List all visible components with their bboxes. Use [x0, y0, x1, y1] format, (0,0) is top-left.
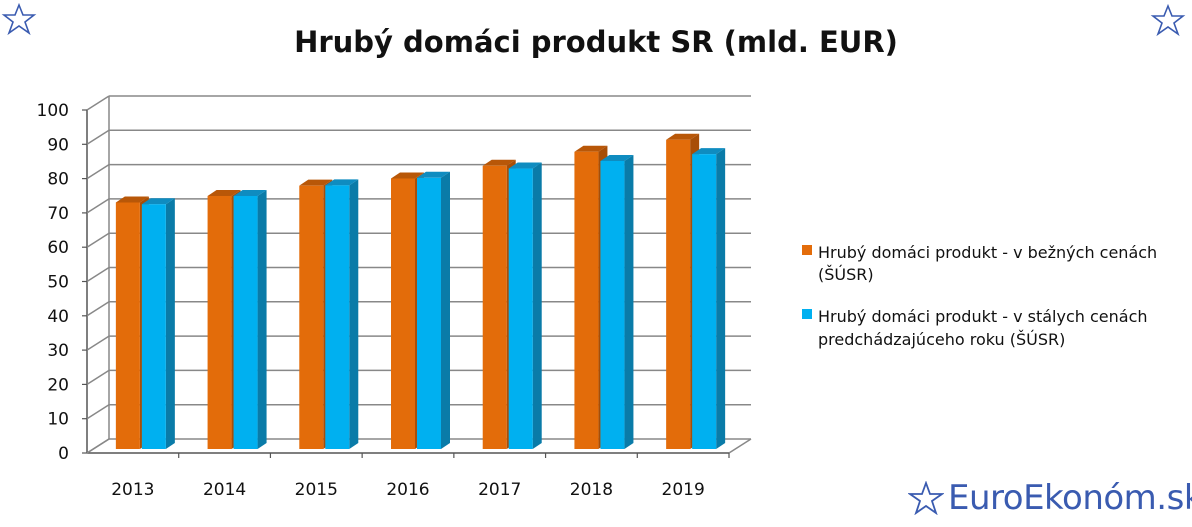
- gridline-diagonal: [86, 266, 110, 283]
- bar-top: [574, 145, 608, 152]
- gridline-diagonal: [86, 129, 110, 145]
- corner-star-right-icon: [1150, 3, 1186, 37]
- legend-label-constant-prices-line1: Hrubý domáci produkt - v stálych cenách: [818, 307, 1148, 326]
- gridline-diagonal: [86, 301, 110, 317]
- y-axis-ticks: 0 10 20 30 40 50 60 70 80 90 100: [37, 101, 69, 464]
- y-tick-label: 70: [47, 204, 69, 224]
- gridline-diagonal: [86, 438, 110, 454]
- brand-star-icon: [908, 481, 944, 515]
- bar-side: [716, 148, 726, 450]
- bar-2019-series-2: [692, 148, 726, 450]
- x-tick-label: 2015: [295, 480, 338, 500]
- bar-side: [165, 198, 175, 449]
- bar-front: [299, 185, 324, 449]
- legend-swatch-constant-prices: [802, 309, 812, 319]
- bar-top: [666, 133, 700, 140]
- bar-side: [349, 179, 359, 449]
- bar-top: [207, 189, 241, 196]
- chart-title: Hrubý domáci produkt SR (mld. EUR): [294, 25, 898, 59]
- bar-front: [508, 168, 533, 450]
- x-tick-label: 2016: [386, 480, 429, 500]
- corner-star-left-icon: [1, 2, 37, 36]
- bar-top: [508, 162, 542, 169]
- bar-front: [141, 204, 166, 449]
- x-tick-label: 2017: [478, 480, 521, 500]
- bar-top: [115, 196, 149, 203]
- bar-side: [257, 189, 267, 450]
- y-tick-label: 60: [47, 238, 69, 258]
- bar-top: [692, 148, 726, 155]
- floor-right-edge: [728, 438, 752, 454]
- bar-side: [624, 154, 634, 449]
- bar-top: [299, 179, 333, 186]
- bar-side: [532, 162, 542, 450]
- bar-front: [666, 139, 691, 449]
- bar-front: [574, 151, 599, 450]
- legend-label-constant-prices-line2: predchádzajúceho roku (ŠÚSR): [818, 330, 1065, 349]
- y-tick-label: 40: [47, 307, 69, 327]
- bar-top: [141, 198, 175, 205]
- gridline-diagonal: [86, 232, 110, 248]
- legend-label-current-prices-line2: (ŠÚSR): [818, 265, 874, 284]
- bar-top: [391, 172, 424, 179]
- bar-2014-series-2: [233, 189, 267, 450]
- bar-top: [417, 171, 450, 178]
- y-tick-label: 80: [47, 170, 69, 190]
- gridline-diagonal: [86, 369, 110, 386]
- bar-2016-series-2: [417, 171, 450, 449]
- bar-2018-series-2: [600, 154, 634, 449]
- bar-front: [207, 195, 232, 449]
- bar-2013-series-2: [141, 198, 175, 449]
- y-tick-label: 10: [47, 410, 69, 430]
- bar-top: [600, 154, 634, 161]
- legend: Hrubý domáci produkt - v bežných cenách …: [802, 243, 1157, 349]
- bar-top: [233, 189, 267, 196]
- gridline-diagonal: [86, 404, 110, 420]
- bar-2015-series-2: [325, 179, 359, 449]
- bar-front: [600, 160, 625, 449]
- bar-front: [391, 178, 415, 449]
- x-tick-label: 2019: [662, 480, 705, 500]
- bar-front: [692, 154, 717, 450]
- bar-front: [115, 202, 140, 449]
- y-tick-label: 90: [47, 135, 69, 155]
- y-tick-label: 0: [58, 444, 69, 464]
- legend-swatch-current-prices: [802, 245, 812, 255]
- gridline-diagonal: [86, 335, 110, 351]
- x-tick-label: 2013: [111, 480, 154, 500]
- bars: [115, 133, 726, 450]
- x-axis-ticks: 2013 2014 2015 2016 2017 2018 2019: [111, 480, 705, 500]
- y-tick-label: 50: [47, 273, 69, 293]
- bar-front: [233, 195, 258, 449]
- x-tick-label: 2018: [570, 480, 613, 500]
- bar-front: [417, 177, 441, 449]
- bar-top: [325, 179, 359, 186]
- gridline-diagonal: [86, 95, 110, 111]
- legend-label-current-prices-line1: Hrubý domáci produkt - v bežných cenách: [818, 243, 1157, 262]
- y-tick-label: 30: [47, 341, 69, 361]
- bar-top: [482, 159, 516, 166]
- gridline-diagonal: [86, 198, 110, 214]
- bar-front: [482, 165, 507, 449]
- gridline-diagonal: [86, 163, 110, 180]
- x-tick-label: 2014: [203, 480, 246, 500]
- y-tick-label: 20: [47, 375, 69, 395]
- bar-front: [325, 185, 350, 449]
- brand-text: EuroEkonóm.sk: [948, 478, 1192, 518]
- y-tick-label: 100: [37, 101, 69, 121]
- brand-logo: EuroEkonóm.sk: [908, 478, 1192, 518]
- bar-2017-series-2: [508, 162, 542, 450]
- bar-side: [441, 171, 450, 449]
